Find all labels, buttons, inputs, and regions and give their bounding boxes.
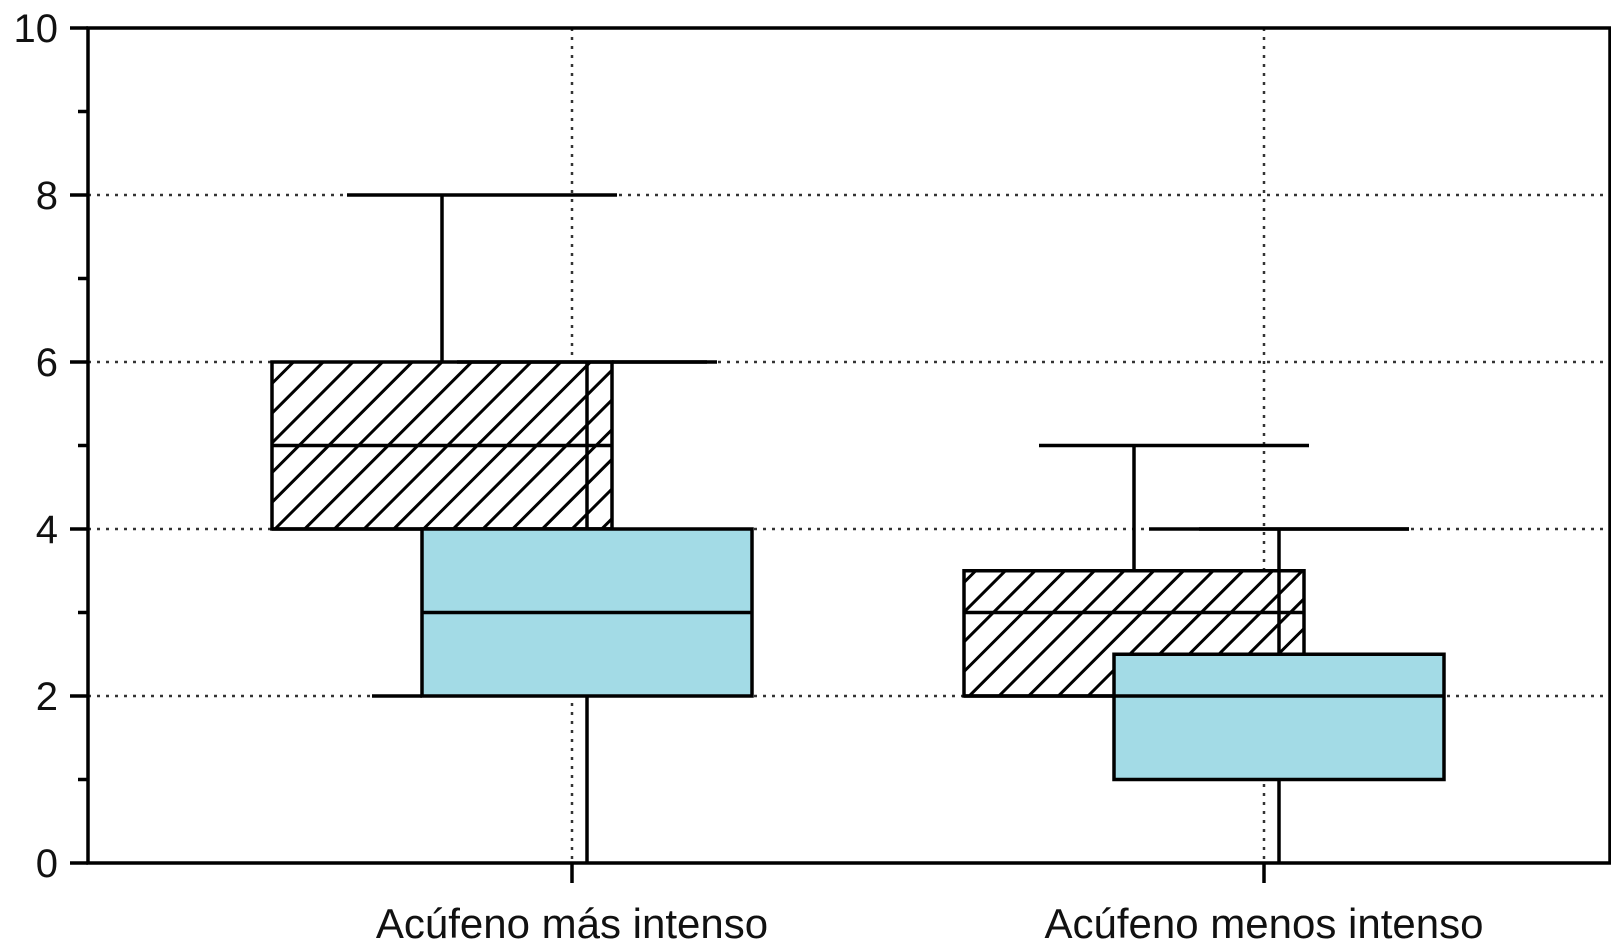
y-tick-label: 6 [36,341,58,385]
axes: 0 2 4 6 8 10 Acúfeno más intenso Acúfeno menos … [14,7,1484,947]
y-tick-label: 8 [36,174,58,218]
box-hatched-2 [962,443,1309,698]
box-body [1112,652,1446,782]
x-category-label: Acúfeno más intenso [376,900,768,947]
box-series [270,193,1446,863]
y-tick-label: 10 [14,7,59,51]
y-tick-label: 0 [36,842,58,886]
y-tick-label: 4 [36,508,58,552]
x-category-label: Acúfeno menos intenso [1045,900,1484,947]
y-tick-label: 2 [36,675,58,719]
box-filled-1 [420,360,754,863]
